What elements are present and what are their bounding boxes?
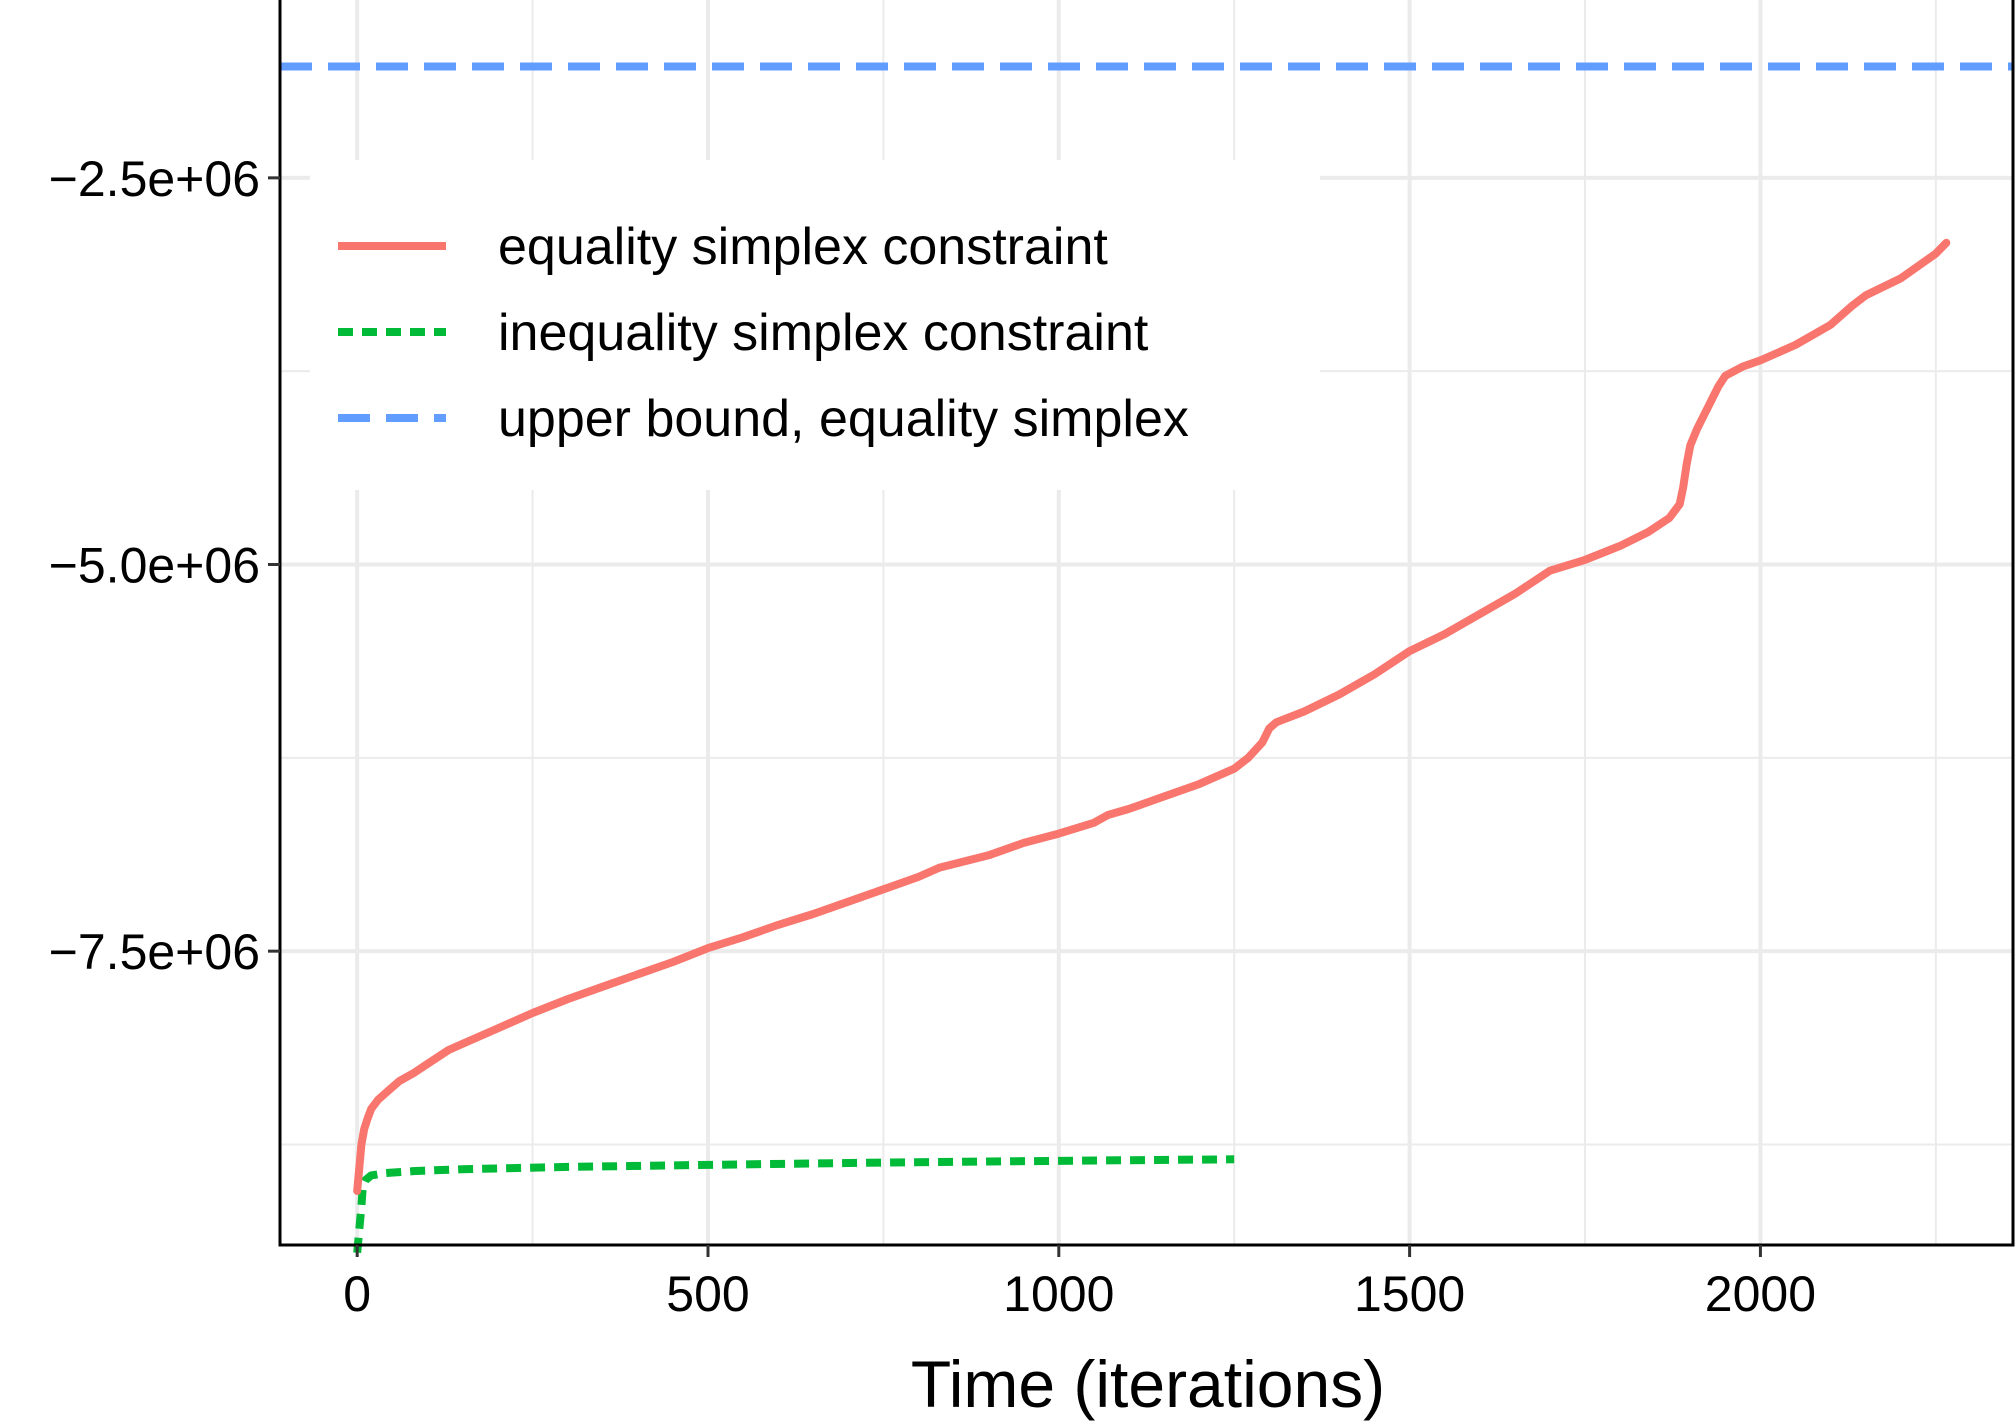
series-line (353, 238, 1951, 1195)
legend-label-inequality: inequality simplex constraint (498, 304, 1149, 362)
legend-label-upper-bound: upper bound, equality simplex (498, 390, 1189, 448)
x-tick-label: 1500 (1354, 1266, 1465, 1322)
legend-label-equality: equality simplex constraint (498, 218, 1108, 276)
plot-panel-border (278, 0, 2015, 1247)
y-tick-label: −5.0e+06 (49, 538, 260, 594)
x-tick-label: 1000 (1003, 1266, 1114, 1322)
series-layer (280, 62, 2013, 1254)
axis-layer: 0 500 1000 1500 2000 −7.5e+06 −5.0e+06 −2.5e+06 (49, 151, 1816, 1322)
x-tick-label: 2000 (1705, 1266, 1816, 1322)
x-tick-label: 0 (343, 1266, 371, 1322)
series-line (353, 1155, 1235, 1254)
x-tick-label: 500 (666, 1266, 749, 1322)
legend-background (310, 160, 1320, 490)
y-tick-label: −2.5e+06 (49, 151, 260, 207)
y-tick-label: −7.5e+06 (49, 924, 260, 980)
x-axis-title: Time (iterations) (911, 1347, 1385, 1421)
legend: equality simplex constraint inequality s… (310, 160, 1320, 490)
